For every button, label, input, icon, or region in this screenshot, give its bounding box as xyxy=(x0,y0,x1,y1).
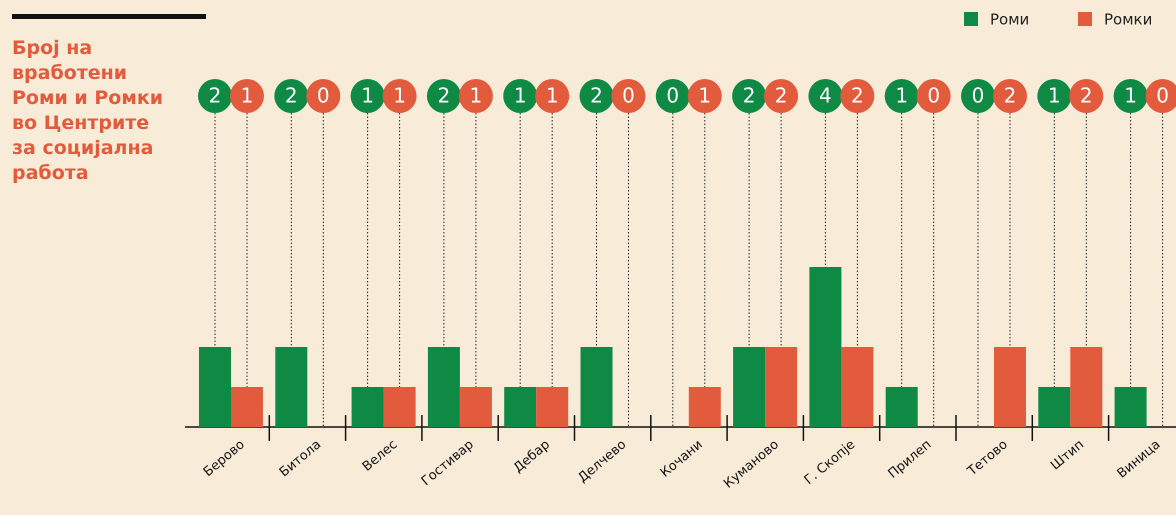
value-label: 2 xyxy=(1004,84,1017,108)
value-badge xyxy=(764,79,799,113)
x-tick-label: Велес xyxy=(360,437,401,474)
legend-swatch xyxy=(964,12,978,26)
value-label: 1 xyxy=(1124,84,1137,108)
x-tick-label: Г. Скопје xyxy=(802,437,859,488)
bar xyxy=(994,347,1026,427)
value-badge xyxy=(840,79,875,113)
legend-label: Ромки xyxy=(1104,11,1152,29)
value-badge xyxy=(611,79,646,113)
bar xyxy=(765,347,798,427)
bar xyxy=(580,347,613,427)
x-tick-label: Кочани xyxy=(658,437,706,480)
bar xyxy=(351,387,384,427)
value-label: 2 xyxy=(851,84,864,108)
bar xyxy=(383,387,416,427)
value-label: 1 xyxy=(470,84,483,108)
chart-title: Број на вработени Роми и Ромки во Центри… xyxy=(12,37,164,184)
value-badge xyxy=(655,79,690,113)
x-tick-label: Куманово xyxy=(721,437,782,491)
value-badge xyxy=(579,79,614,113)
value-badge xyxy=(350,79,385,113)
value-badge xyxy=(1113,79,1148,113)
bar xyxy=(504,387,537,427)
x-tick-label: Делчево xyxy=(575,437,629,486)
value-badge xyxy=(274,79,309,113)
value-badge xyxy=(382,79,417,113)
value-label: 1 xyxy=(361,84,374,108)
value-label: 4 xyxy=(819,84,832,108)
bar xyxy=(688,387,721,427)
x-tick-label: Берово xyxy=(201,437,248,480)
bar xyxy=(427,347,460,427)
value-label: 0 xyxy=(666,84,679,108)
value-label: 2 xyxy=(775,84,788,108)
x-tick-label: Гостивар xyxy=(419,437,477,489)
value-badge xyxy=(1145,79,1176,113)
x-tick-label: Битола xyxy=(277,437,324,480)
value-label: 2 xyxy=(285,84,298,108)
value-badge xyxy=(230,79,264,113)
value-label: 1 xyxy=(895,84,908,108)
bar xyxy=(841,347,874,427)
bar xyxy=(1114,387,1147,427)
decor-bar xyxy=(12,14,206,19)
bar xyxy=(275,347,308,427)
value-badge xyxy=(808,79,843,113)
value-badge xyxy=(458,79,493,113)
value-badge xyxy=(198,79,232,113)
bar xyxy=(1070,347,1103,427)
x-tick-label: Прилеп xyxy=(886,437,935,481)
value-label: 1 xyxy=(393,84,406,108)
value-badge xyxy=(961,79,995,113)
value-label: 0 xyxy=(317,84,330,108)
value-badge xyxy=(535,79,570,113)
bar xyxy=(733,347,766,427)
value-badge xyxy=(1037,79,1072,113)
x-tick-label: Штип xyxy=(1048,437,1087,473)
value-badge xyxy=(306,79,341,113)
legend-label: Роми xyxy=(990,11,1029,29)
value-badge xyxy=(503,79,538,113)
value-badge xyxy=(687,79,722,113)
value-label: 0 xyxy=(622,84,635,108)
value-label: 2 xyxy=(590,84,603,108)
value-label: 2 xyxy=(438,84,451,108)
value-label: 2 xyxy=(1080,84,1093,108)
x-tick-label: Дебар xyxy=(511,437,553,476)
x-tick-label: Виница xyxy=(1115,437,1164,481)
bar xyxy=(536,387,569,427)
value-label: 1 xyxy=(514,84,527,108)
x-tick-label: Тетово xyxy=(964,437,1011,479)
bar xyxy=(1038,387,1071,427)
value-label: 0 xyxy=(972,84,985,108)
legend-swatch xyxy=(1078,12,1092,26)
value-badge xyxy=(732,79,767,113)
value-badge xyxy=(916,79,951,113)
value-label: 2 xyxy=(209,84,222,108)
value-label: 0 xyxy=(927,84,940,108)
bar xyxy=(809,267,842,427)
bar xyxy=(231,387,263,427)
bar xyxy=(885,387,918,427)
value-label: 1 xyxy=(546,84,559,108)
value-badge xyxy=(426,79,461,113)
value-badge xyxy=(993,79,1027,113)
bar xyxy=(199,347,231,427)
value-label: 1 xyxy=(698,84,711,108)
value-label: 0 xyxy=(1156,84,1169,108)
bar xyxy=(459,387,492,427)
value-label: 2 xyxy=(743,84,756,108)
value-label: 1 xyxy=(1048,84,1061,108)
value-label: 1 xyxy=(241,84,254,108)
value-badge xyxy=(1069,79,1104,113)
value-badge xyxy=(884,79,919,113)
